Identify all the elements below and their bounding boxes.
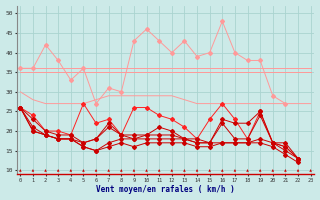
X-axis label: Vent moyen/en rafales ( km/h ): Vent moyen/en rafales ( km/h ) (96, 185, 235, 194)
